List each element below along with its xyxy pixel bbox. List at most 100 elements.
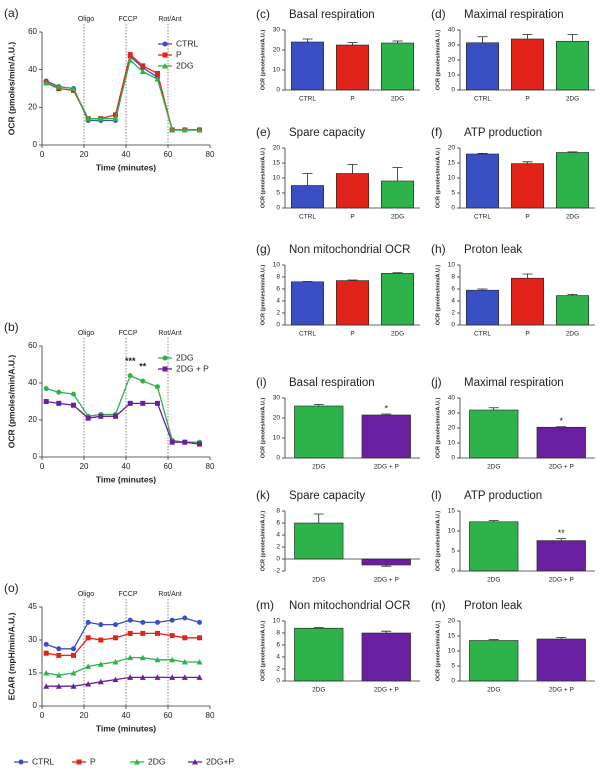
bar <box>290 41 324 91</box>
x-tick-label: 80 <box>206 711 215 720</box>
error-bar <box>477 288 488 291</box>
chart-title: Maximal respiration <box>464 377 564 389</box>
marker <box>97 678 104 685</box>
y-tick-label: 30 <box>28 635 37 644</box>
y-tick-label: 6 <box>276 642 280 649</box>
x-tick-label: CTRL <box>474 96 491 103</box>
panel-label: (i) <box>256 375 267 389</box>
y-tick-label: 8 <box>276 630 280 637</box>
legend-marker <box>162 52 168 58</box>
y-tick-label: 2 <box>276 310 280 317</box>
y-tick-label: 20 <box>28 102 37 111</box>
x-tick-label: CTRL <box>299 331 316 338</box>
marker <box>127 52 133 58</box>
marker <box>56 646 62 652</box>
marker <box>127 630 133 636</box>
bar <box>465 153 499 209</box>
y-tick-label: 6 <box>276 520 280 527</box>
y-tick-label: 0 <box>451 455 455 462</box>
bar <box>555 152 589 209</box>
x-axis-label: Time (minutes) <box>96 162 156 172</box>
y-tick-label: 6 <box>276 286 280 293</box>
marker <box>127 400 133 406</box>
panel-label: (g) <box>256 242 271 256</box>
chart-title: ATP production <box>464 490 542 502</box>
y-tick-label: 10 <box>273 618 281 625</box>
marker <box>85 681 92 687</box>
error-bar <box>488 407 499 410</box>
panel-label: (n) <box>431 598 446 612</box>
marker <box>169 126 176 133</box>
x-tick-label: P <box>350 331 354 338</box>
event-label: Rot/Ant <box>158 591 181 598</box>
legend-marker <box>162 63 168 69</box>
x-tick-label: 60 <box>164 711 173 720</box>
marker <box>140 400 146 406</box>
marker <box>112 676 119 683</box>
marker <box>71 402 76 408</box>
panel-label: (k) <box>256 488 270 502</box>
marker <box>97 661 104 667</box>
error-bar <box>477 36 488 43</box>
bar <box>536 426 586 459</box>
event-label: Oligo <box>78 330 94 337</box>
y-tick-label: 10 <box>448 648 456 655</box>
series-line <box>46 374 200 443</box>
y-tick-label: -2 <box>274 568 280 575</box>
marker <box>139 68 146 75</box>
x-tick-label: P <box>525 331 529 338</box>
marker <box>155 400 160 406</box>
y-tick-label: 15 <box>448 160 456 167</box>
x-tick-label: 0 <box>40 150 45 159</box>
marker <box>155 70 160 76</box>
y-tick-label: 0 <box>276 556 280 563</box>
y-tick-label: 20 <box>28 415 37 424</box>
marker <box>113 635 118 641</box>
y-axis-label: OCR (pmoles/min/A.U.) <box>260 265 266 326</box>
x-tick-label: 2DG <box>391 331 404 338</box>
panel-label: (e) <box>256 125 271 139</box>
marker <box>85 619 91 625</box>
error-bar <box>477 153 488 154</box>
marker <box>197 635 202 641</box>
legend-label: 2DG <box>176 60 193 70</box>
marker <box>197 441 202 447</box>
marker <box>70 683 77 689</box>
legend-marker <box>192 759 198 765</box>
marker <box>55 683 62 689</box>
legend-label: 2DG <box>176 352 193 362</box>
bar <box>510 38 544 91</box>
marker <box>181 674 188 680</box>
bar <box>294 627 344 682</box>
error-bar <box>392 167 403 181</box>
marker <box>85 663 92 669</box>
marker <box>154 76 161 82</box>
bar <box>290 281 324 326</box>
marker <box>182 439 188 445</box>
marker <box>127 674 134 680</box>
legend-label: 2DG + P <box>176 363 209 373</box>
marker <box>112 115 119 122</box>
marker <box>169 633 175 639</box>
y-tick-label: 20 <box>448 425 456 432</box>
bar <box>555 295 589 326</box>
y-axis-label: OCR (pmoles/min/A.U.) <box>260 398 266 459</box>
y-tick-label: 60 <box>28 27 37 36</box>
error-bar <box>488 520 499 522</box>
x-tick-label: 2DG <box>487 577 500 584</box>
x-tick-label: CTRL <box>299 214 316 221</box>
error-bar <box>347 42 358 45</box>
bar <box>465 42 499 91</box>
significance: * <box>559 416 563 426</box>
y-tick-label: 10 <box>448 440 456 447</box>
marker <box>155 619 160 625</box>
y-tick-label: 0 <box>276 87 280 94</box>
marker <box>85 115 92 122</box>
y-tick-label: 10 <box>448 262 456 269</box>
bar <box>290 185 324 209</box>
marker <box>127 617 133 623</box>
y-tick-label: 4 <box>451 298 455 305</box>
chart-title: Non mitochondrial OCR <box>289 600 410 612</box>
panel-label: (l) <box>431 488 442 502</box>
y-tick-label: 15 <box>448 508 456 515</box>
